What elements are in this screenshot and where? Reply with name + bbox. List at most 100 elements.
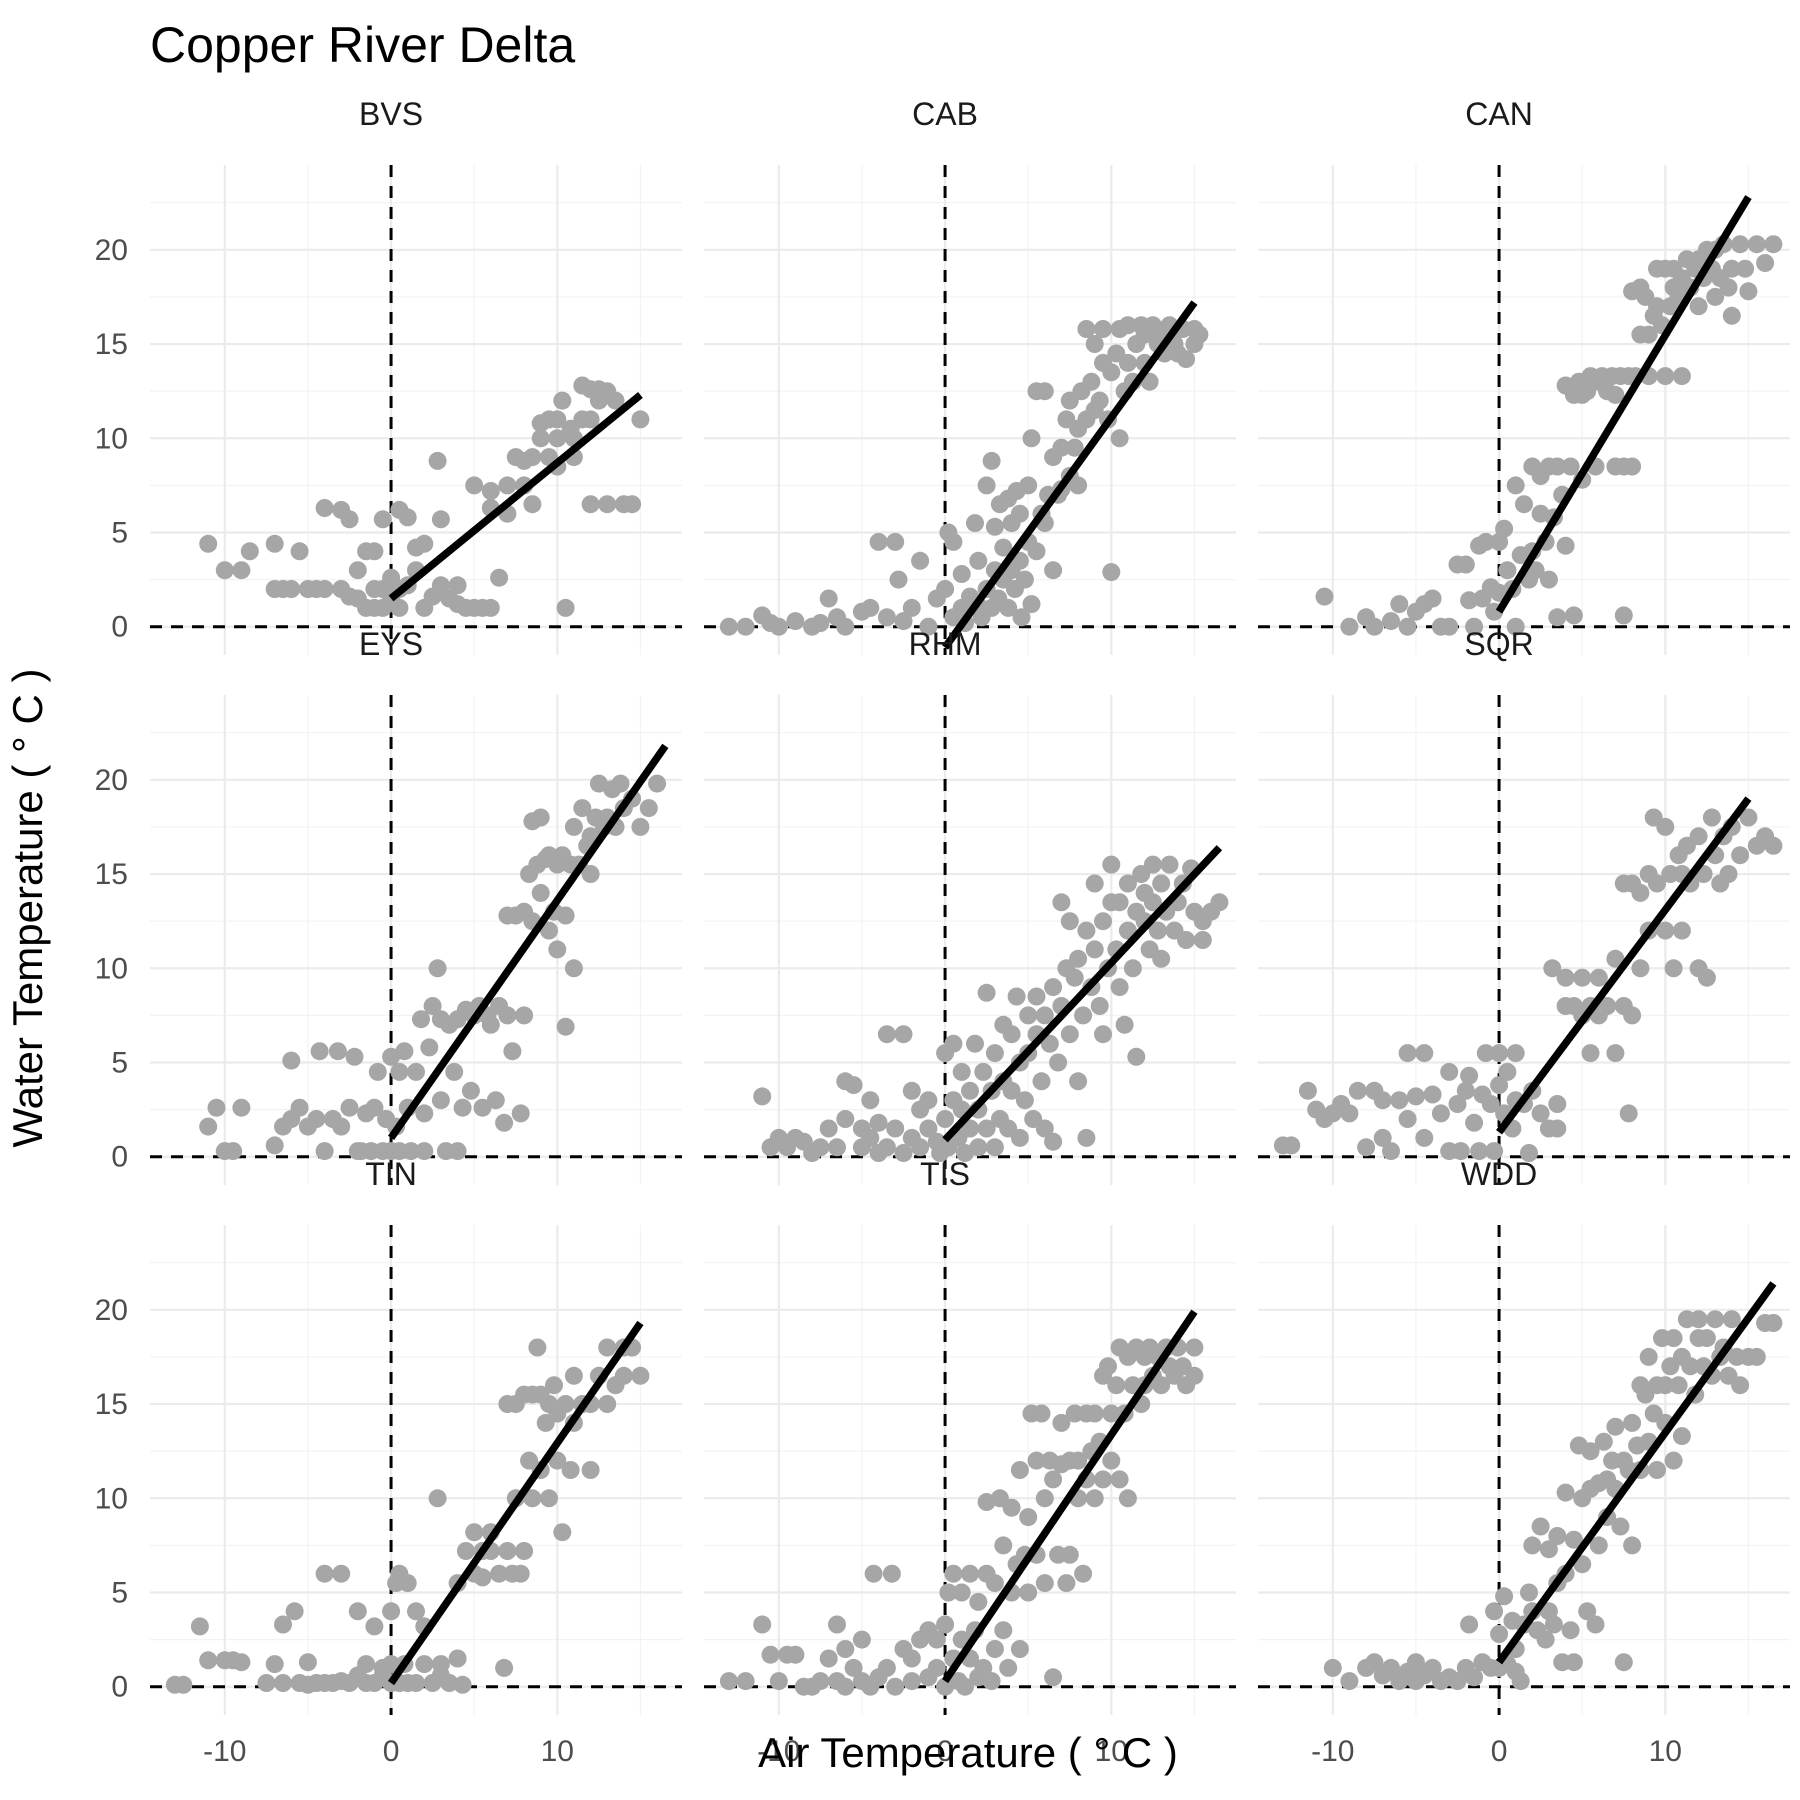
- x-tick-label: 10: [541, 1735, 574, 1768]
- data-point: [1019, 476, 1038, 495]
- y-tick-label: 10: [95, 952, 128, 985]
- data-point: [1631, 883, 1650, 902]
- data-point: [1511, 1672, 1530, 1691]
- data-point: [1019, 1508, 1038, 1527]
- data-point: [1614, 606, 1633, 625]
- data-point: [1099, 1357, 1117, 1376]
- data-point: [1010, 1640, 1029, 1658]
- data-point: [1456, 1081, 1475, 1100]
- y-tick-label: 5: [111, 517, 128, 550]
- data-point: [407, 1674, 425, 1692]
- data-point: [889, 570, 908, 589]
- data-point: [1035, 1489, 1054, 1508]
- data-point: [1747, 1347, 1766, 1366]
- facet-panel-sqr: SQR: [1258, 626, 1790, 1185]
- data-point: [1594, 1432, 1613, 1451]
- data-point: [486, 1091, 505, 1110]
- data-point: [1044, 1470, 1063, 1489]
- data-point: [553, 391, 572, 410]
- data-point: [307, 1110, 326, 1128]
- data-point: [548, 429, 567, 448]
- data-point: [1564, 606, 1583, 625]
- data-point: [1664, 1451, 1683, 1470]
- data-point: [1152, 874, 1171, 893]
- data-point: [348, 561, 367, 580]
- data-point: [1611, 1517, 1630, 1536]
- data-point: [1764, 836, 1783, 855]
- data-point: [1019, 1006, 1038, 1025]
- data-point: [215, 561, 234, 580]
- data-point: [448, 1649, 467, 1668]
- data-point: [1656, 817, 1675, 836]
- data-point: [1127, 1047, 1146, 1066]
- data-point: [1697, 968, 1716, 987]
- data-point: [224, 1142, 243, 1161]
- facet-panel-eys: EYS 0 5 10 15 20: [95, 626, 682, 1185]
- data-point: [232, 561, 251, 580]
- data-point: [412, 1010, 430, 1029]
- data-point: [556, 1395, 575, 1413]
- data-point: [332, 1117, 351, 1136]
- y-tick-label: 20: [95, 1294, 128, 1327]
- data-point: [1065, 968, 1084, 987]
- data-point: [1451, 1142, 1470, 1161]
- data-point: [1177, 350, 1196, 369]
- facet-panel-can: CAN: [1258, 96, 1790, 655]
- data-point: [395, 1042, 414, 1061]
- data-point: [1102, 563, 1121, 582]
- data-point: [769, 617, 788, 636]
- data-point: [985, 1138, 1004, 1157]
- data-point: [1069, 1451, 1088, 1470]
- facet-label: TIS: [920, 1156, 970, 1192]
- data-point: [1044, 561, 1063, 580]
- data-point: [836, 1677, 855, 1696]
- data-point: [1648, 874, 1666, 893]
- y-tick-label: 20: [95, 764, 128, 797]
- data-point: [1731, 235, 1750, 254]
- chart-title: Copper River Delta: [150, 17, 575, 73]
- data-point: [1382, 612, 1400, 631]
- data-point: [1689, 1310, 1708, 1329]
- data-point: [894, 612, 913, 631]
- data-point: [428, 1489, 447, 1508]
- data-point: [315, 1142, 334, 1161]
- data-point: [1423, 1658, 1442, 1677]
- data-point: [298, 1653, 317, 1672]
- data-point: [1664, 1329, 1683, 1348]
- data-point: [564, 817, 583, 836]
- data-point: [315, 499, 334, 517]
- data-point: [415, 1142, 434, 1161]
- data-point: [1002, 1498, 1021, 1517]
- data-point: [1515, 495, 1533, 514]
- data-point: [1764, 1314, 1783, 1332]
- data-point: [428, 451, 447, 470]
- data-point: [1094, 1470, 1112, 1489]
- data-point: [490, 1564, 509, 1583]
- data-point: [481, 482, 500, 500]
- data-point: [1052, 893, 1071, 912]
- data-point: [869, 532, 888, 551]
- fit-line: [941, 1309, 1198, 1684]
- data-point: [390, 598, 409, 617]
- data-point: [1282, 1136, 1301, 1155]
- data-point: [1340, 1104, 1359, 1123]
- data-point: [1719, 278, 1738, 297]
- fit-line: [388, 392, 643, 602]
- data-point: [969, 1592, 988, 1611]
- data-point: [481, 598, 500, 617]
- data-point: [1077, 320, 1096, 338]
- data-point: [1074, 1006, 1093, 1025]
- data-point: [1481, 1095, 1500, 1113]
- data-point: [199, 1117, 218, 1136]
- data-point: [1085, 1489, 1104, 1508]
- data-point: [573, 799, 592, 818]
- y-axis-title: Water Temperature ( ° C ): [4, 669, 51, 1148]
- data-point: [1581, 1044, 1600, 1063]
- data-point: [431, 576, 450, 595]
- data-point: [490, 568, 509, 587]
- facet-label: BVS: [359, 96, 423, 132]
- data-point: [1044, 1132, 1063, 1151]
- data-point: [819, 1649, 838, 1668]
- data-point: [961, 1081, 979, 1100]
- data-point: [199, 534, 218, 553]
